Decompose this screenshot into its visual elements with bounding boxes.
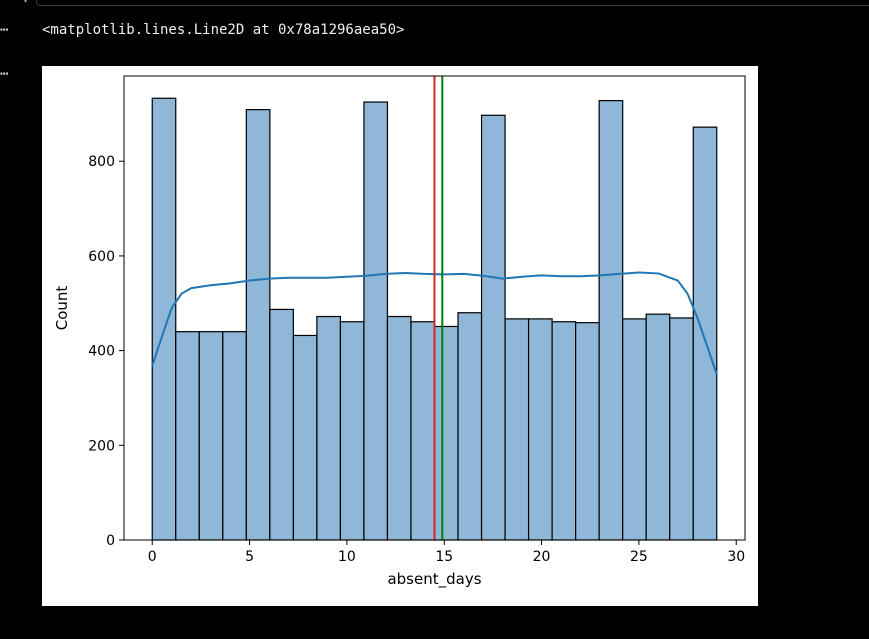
histogram-bar bbox=[222, 331, 247, 541]
x-ticks-group: 0 5 10 15 20 25 30 bbox=[148, 540, 745, 565]
histogram-bar bbox=[669, 317, 694, 541]
output-repr-text: <matplotlib.lines.Line2D at 0x78a1296aea… bbox=[42, 22, 405, 38]
bars-group bbox=[151, 97, 718, 541]
cell-top-border bbox=[36, 0, 869, 6]
vlines-group bbox=[433, 76, 444, 540]
x-tick-label: 15 bbox=[435, 549, 453, 565]
x-tick-label: 20 bbox=[533, 549, 551, 565]
histogram-bar bbox=[504, 318, 530, 541]
x-tick-label: 0 bbox=[148, 549, 157, 565]
y-tick-label: 600 bbox=[88, 249, 115, 265]
histogram-bar bbox=[151, 97, 177, 541]
figure-gutter-ellipsis[interactable]: ⋯ bbox=[0, 66, 9, 82]
y-tick-label: 400 bbox=[88, 344, 115, 360]
histogram-bar bbox=[386, 315, 412, 541]
histogram-bar bbox=[480, 114, 506, 541]
histogram-bar bbox=[175, 331, 200, 541]
histogram-bar bbox=[622, 318, 647, 541]
histogram-bar bbox=[245, 109, 271, 541]
histogram-bar bbox=[316, 315, 342, 541]
x-axis-label: absent_days bbox=[387, 570, 481, 589]
y-ticks-group: 0 200 400 600 800 bbox=[88, 154, 124, 549]
histogram-bar bbox=[527, 318, 553, 541]
y-tick-label: 800 bbox=[88, 154, 115, 170]
histogram-bar bbox=[339, 321, 365, 541]
cell-corner-mark: ↴ bbox=[22, 0, 28, 5]
histogram-bar bbox=[410, 321, 436, 541]
x-tick-label: 30 bbox=[727, 549, 745, 565]
y-axis-label: Count bbox=[53, 286, 71, 331]
histogram-figure: 0 5 10 15 20 25 30 0 200 400 600 800 absent_days C… bbox=[42, 66, 758, 606]
x-tick-label: 25 bbox=[630, 549, 648, 565]
histogram-bar bbox=[692, 126, 718, 541]
histogram-bar bbox=[363, 101, 389, 541]
x-tick-label: 10 bbox=[338, 549, 356, 565]
histogram-bar bbox=[575, 322, 600, 541]
axes-frame bbox=[123, 75, 746, 541]
x-tick-label: 5 bbox=[245, 549, 254, 565]
y-tick-label: 0 bbox=[106, 533, 115, 549]
histogram-bar bbox=[457, 312, 483, 541]
histogram-bar bbox=[433, 325, 459, 541]
histogram-bar bbox=[198, 331, 224, 541]
histogram-bar bbox=[598, 100, 624, 541]
histogram-bar bbox=[269, 308, 294, 541]
histogram-chart: 0 5 10 15 20 25 30 0 200 400 600 800 absent_days C… bbox=[53, 75, 746, 589]
histogram-bar bbox=[645, 313, 671, 541]
y-tick-label: 200 bbox=[88, 438, 115, 454]
histogram-bar bbox=[292, 334, 318, 541]
output-gutter-ellipsis[interactable]: ⋯ bbox=[0, 22, 9, 38]
histogram-bar bbox=[551, 321, 577, 541]
